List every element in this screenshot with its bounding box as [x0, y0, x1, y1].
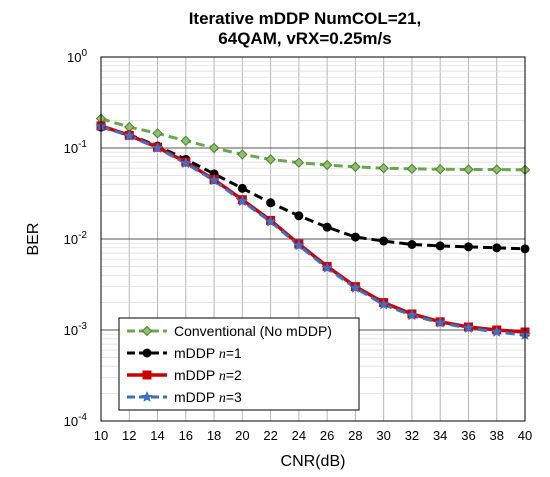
data-point-conventional-no-mddp — [406, 163, 418, 175]
legend-marker-4 — [141, 390, 153, 402]
data-point-mddp-n-3 — [179, 157, 192, 169]
legend-label-3: mDDP n=2 — [174, 367, 242, 384]
data-point-mddp-n-3 — [349, 281, 362, 293]
y-tick-label: 10-1 — [64, 139, 88, 156]
chart-title-line-1: Iterative mDDP NumCOL=21, — [189, 9, 422, 28]
data-point-conventional-no-mddp — [237, 149, 248, 160]
series-line-mddp-n-3 — [100, 125, 526, 337]
data-point-mddp-n-1 — [435, 241, 445, 251]
x-tick-label: 34 — [433, 428, 447, 443]
x-tick-label: 30 — [376, 428, 390, 443]
x-tick-label: 24 — [292, 428, 306, 443]
y-axis-label: BER — [25, 223, 42, 256]
legend: Conventional (No mDDP) mDDP n=1 mDDP n=2 mD… — [118, 317, 360, 411]
x-tick-label: 12 — [122, 428, 136, 443]
x-tick-label: 22 — [263, 428, 277, 443]
legend-marker-3 — [142, 370, 152, 380]
data-point-mddp-n-3 — [292, 239, 305, 251]
data-point-mddp-n-3 — [321, 261, 334, 274]
data-point-conventional-no-mddp — [491, 164, 502, 175]
y-tick-label: 100 — [67, 48, 87, 65]
y-tick-label: 10-2 — [64, 230, 88, 247]
legend-label-2: mDDP n=1 — [174, 345, 242, 362]
data-point-mddp-n-3 — [406, 309, 418, 321]
data-point-mddp-n-1 — [492, 243, 502, 253]
y-tick-label: 10-3 — [64, 321, 88, 338]
data-point-mddp-n-1 — [294, 211, 304, 221]
x-tick-label: 18 — [207, 428, 221, 443]
series-lines — [100, 117, 526, 337]
legend-box — [118, 317, 360, 411]
data-point-conventional-no-mddp — [378, 162, 389, 174]
x-tick-label: 26 — [320, 428, 334, 443]
x-tick-label: 16 — [179, 428, 193, 443]
data-point-conventional-no-mddp — [152, 128, 163, 139]
data-point-mddp-n-3 — [490, 325, 503, 338]
legend-label-4: mDDP n=3 — [174, 389, 242, 406]
data-point-mddp-n-3 — [264, 215, 277, 227]
data-point-mddp-n-1 — [322, 222, 332, 232]
data-point-mddp-n-1 — [463, 242, 473, 252]
data-point-mddp-n-3 — [123, 129, 136, 141]
data-point-conventional-no-mddp — [434, 163, 446, 175]
legend-marker-1 — [141, 325, 153, 337]
x-tick-label: 28 — [348, 428, 362, 443]
data-point-mddp-n-1 — [266, 198, 276, 208]
data-point-mddp-n-3 — [151, 141, 164, 153]
data-point-conventional-no-mddp — [321, 159, 333, 171]
series-markers — [95, 113, 531, 341]
x-tick-label: 20 — [235, 428, 249, 443]
data-point-mddp-n-1 — [379, 236, 389, 246]
data-point-conventional-no-mddp — [463, 164, 474, 175]
x-tick-label: 14 — [150, 428, 164, 443]
legend-label-1: Conventional (No mDDP) — [174, 323, 332, 339]
x-tick-label: 38 — [489, 428, 503, 443]
x-tick-labels: 10 12 14 16 18 20 22 24 26 28 30 32 34 36 38 40 — [94, 428, 532, 443]
data-point-mddp-n-3 — [462, 321, 475, 334]
x-tick-label: 32 — [405, 428, 419, 443]
x-tick-label: 40 — [518, 428, 532, 443]
x-axis-label: CNR(dB) — [281, 453, 346, 470]
chart-title-line-2: 64QAM, vRX=0.25m/s — [218, 29, 391, 48]
x-tick-label: 10 — [94, 428, 108, 443]
data-point-conventional-no-mddp — [180, 135, 192, 147]
plot-frame — [100, 56, 526, 422]
y-tick-label: 10-4 — [64, 412, 88, 429]
data-point-mddp-n-1 — [407, 240, 417, 250]
data-point-conventional-no-mddp — [350, 161, 361, 173]
data-point-mddp-n-3 — [208, 174, 220, 186]
data-point-mddp-n-3 — [377, 298, 390, 310]
data-point-mddp-n-3 — [236, 195, 249, 207]
legend-marker-2 — [142, 348, 152, 358]
data-point-mddp-n-1 — [350, 232, 360, 242]
y-tick-labels: 100 10-1 10-2 10-3 10-4 — [64, 48, 88, 429]
data-point-mddp-n-1 — [237, 183, 247, 193]
data-point-mddp-n-3 — [434, 316, 447, 328]
data-point-conventional-no-mddp — [265, 154, 276, 165]
series-line-conventional-no-mddp — [100, 117, 526, 172]
x-tick-label: 36 — [461, 428, 475, 443]
data-point-conventional-no-mddp — [208, 142, 220, 154]
data-point-conventional-no-mddp — [293, 157, 305, 168]
